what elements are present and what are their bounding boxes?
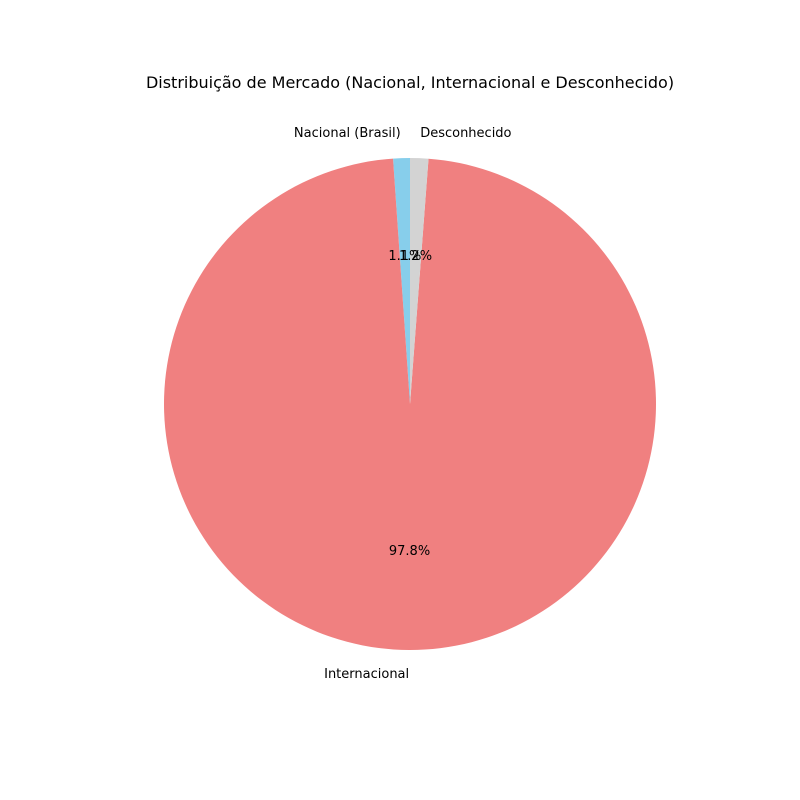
- chart-title: Distribuição de Mercado (Nacional, Inter…: [146, 73, 674, 92]
- slice-label-desconhecido: Desconhecido: [420, 126, 511, 141]
- slice-label-internacional: Internacional: [324, 667, 409, 682]
- pie-slice-internacional: [164, 158, 657, 650]
- pie-slice-desconhecido: [410, 158, 429, 404]
- slice-percent-internacional: 97.8%: [389, 544, 430, 559]
- slice-percent-desconhecido: 1.2%: [399, 249, 432, 264]
- pie-labels: Nacional (Brasil) 1.1% Internacional 97.8% D…: [294, 126, 512, 682]
- slice-percent-nacional-brasil: 1.1%: [388, 249, 421, 264]
- pie-slices: [164, 158, 657, 650]
- pie-slice-nacional-brasil: [393, 158, 410, 404]
- slice-label-nacional-brasil: Nacional (Brasil): [294, 126, 401, 141]
